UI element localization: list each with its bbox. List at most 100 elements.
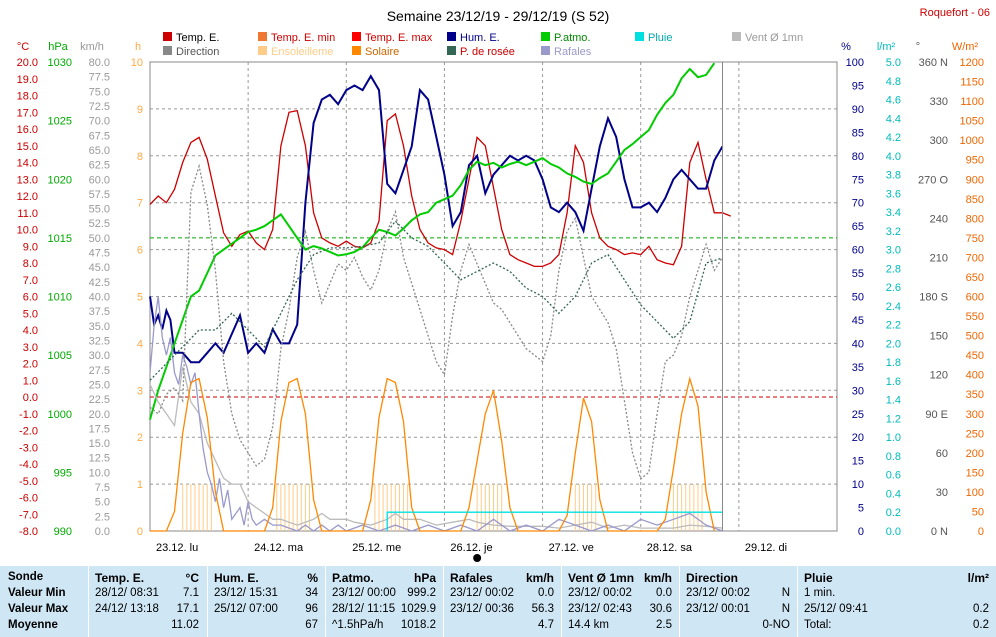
axis-tick-label: 0 N	[931, 526, 948, 538]
axis-tick-label: 200	[966, 448, 984, 460]
legend-swatch	[163, 32, 172, 41]
stats-cell-value: 17.1	[176, 603, 199, 615]
x-axis-label: 28.12. sa	[647, 542, 693, 554]
axis-tick-label: 8.0	[23, 258, 38, 270]
legend-swatch	[447, 46, 456, 55]
axis-tick-label: 300	[930, 135, 948, 147]
axis-tick-label: 1.0	[886, 432, 901, 444]
axis-unit-label: h	[135, 41, 141, 53]
axis-tick-label: -3.0	[19, 442, 38, 454]
axis-tick-label: 800	[966, 213, 984, 225]
axis-tick-label: 4.0	[886, 151, 901, 163]
axis-unit-label: %	[841, 41, 851, 53]
axis-tick-label: 120	[930, 370, 948, 382]
axis-tick-label: 67.5	[89, 130, 110, 142]
stats-column: Rafales km/h 23/12/ 00:02 0.0 23/12/ 00:36 56…	[443, 566, 562, 637]
series-line	[150, 376, 715, 532]
axis-tick-label: 750	[966, 233, 984, 245]
legend-label: Direction	[176, 46, 219, 58]
axis-tick-label: 0	[858, 526, 864, 538]
axis-tick-label: 1100	[960, 96, 984, 108]
axis-tick-label: 150	[966, 467, 984, 479]
axis-tick-label: 250	[966, 428, 984, 440]
axis-tick-label: -7.0	[19, 509, 38, 521]
stats-cell-value: N	[781, 587, 790, 599]
legend-swatch	[541, 46, 550, 55]
axis-tick-label: 15.0	[89, 438, 110, 450]
series-line	[149, 296, 723, 532]
axis-unit-label: W/m²	[952, 41, 979, 53]
legend-swatch	[541, 32, 550, 41]
axis-tick-label: 5	[858, 503, 864, 515]
axis-tick-label: 400	[966, 370, 984, 382]
axis-tick-label: 85	[852, 127, 864, 139]
axis-tick-label: 4.0	[23, 325, 38, 337]
stats-row-label: Valeur Min	[8, 587, 66, 599]
stats-cell-value: 11.02	[171, 619, 199, 631]
axis-tick-label: 14.0	[17, 158, 38, 170]
stats-column-header: Vent Ø 1mn	[568, 571, 635, 585]
axis-tick-label: 50	[972, 506, 984, 518]
axis-tick-label: 0.2	[886, 507, 901, 519]
axis-tick-label: 55.0	[89, 204, 110, 216]
axis-tick-label: 1020	[48, 174, 72, 186]
axis-tick-label: 700	[966, 252, 984, 264]
legend-label: Pluie	[648, 32, 672, 44]
stats-column-unit: °C	[185, 571, 199, 585]
axis-tick-label: 42.5	[89, 277, 110, 289]
legend-swatch	[352, 32, 361, 41]
axis-tick-label: 3.4	[886, 207, 901, 219]
axis-tick-label: 70	[852, 198, 864, 210]
axis-tick-label: 1000	[48, 409, 72, 421]
stats-cell-value: 96	[305, 603, 318, 615]
series-line	[149, 220, 723, 381]
axis-tick-label: 240	[930, 213, 948, 225]
axis-tick-label: 37.5	[89, 306, 110, 318]
series-line	[149, 163, 724, 480]
x-axis-label: 23.12. lu	[156, 542, 198, 554]
axis-tick-label: -4.0	[19, 459, 38, 471]
axis-tick-label: 7.0	[23, 275, 38, 287]
stats-column-unit: l/m²	[967, 571, 989, 585]
axis-tick-label: 62.5	[89, 160, 110, 172]
stats-cell-label: 25/12/ 09:41	[804, 603, 868, 615]
axis-tick-label: 27.5	[89, 365, 110, 377]
stats-cell-label: 23/12/ 00:02	[568, 587, 632, 599]
legend-label: P.atmo.	[554, 32, 591, 44]
axis-tick-label: 2.0	[23, 359, 38, 371]
axis-tick-label: 77.5	[89, 72, 110, 84]
legend-swatch	[163, 46, 172, 55]
axis-tick-label: 19.0	[17, 74, 38, 86]
axis-tick-label: 10.0	[17, 225, 38, 237]
axis-tick-label: 12.0	[17, 191, 38, 203]
legend-swatch	[352, 46, 361, 55]
axis-tick-label: 350	[966, 389, 984, 401]
axis-tick-label: 1.2	[886, 413, 901, 425]
axis-tick-label: 13.0	[17, 174, 38, 186]
stats-cell-label: 23/12/ 02:43	[568, 603, 632, 615]
axis-tick-label: 1150	[960, 77, 984, 89]
axis-tick-label: 0.0	[23, 392, 38, 404]
axis-tick-label: 100	[966, 487, 984, 499]
stats-cell-value: 34	[305, 587, 318, 599]
axis-tick-label: 300	[966, 409, 984, 421]
legend-swatch	[732, 32, 741, 41]
stats-cell-label: 23/12/ 00:02	[450, 587, 514, 599]
axis-tick-label: 6	[137, 245, 143, 257]
axis-tick-label: 0.0	[886, 526, 901, 538]
axis-tick-label: 30	[852, 385, 864, 397]
axis-tick-label: 15.0	[17, 141, 38, 153]
axis-tick-label: 3.0	[23, 342, 38, 354]
axis-tick-label: 4.6	[886, 95, 901, 107]
axis-tick-label: 10	[852, 479, 864, 491]
axis-tick-label: 2	[137, 432, 143, 444]
axis-tick-label: 5.0	[23, 308, 38, 320]
stats-column-header: Direction	[686, 571, 739, 585]
legend-label: Temp. E.	[176, 32, 219, 44]
stats-column-unit: hPa	[413, 571, 436, 585]
axis-tick-label: 995	[54, 467, 72, 479]
stats-column: Hum. E.% 23/12/ 15:31 34 25/12/ 07:00 96 67	[207, 566, 326, 637]
axis-tick-label: 4.8	[886, 76, 901, 88]
axis-tick-label: 18.0	[17, 91, 38, 103]
axis-tick-label: 950	[966, 155, 984, 167]
